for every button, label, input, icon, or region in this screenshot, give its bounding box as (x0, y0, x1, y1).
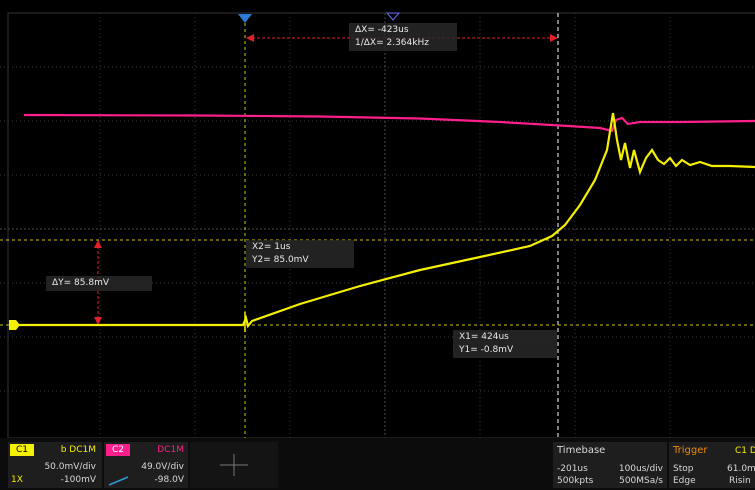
delta-x-frequency: 1/ΔX= 2.364kHz (355, 38, 429, 48)
channel2-offset: -98.0V (154, 475, 184, 485)
trigger-panel[interactable]: Trigger C1 D Stop 61.0m Edge Risin (669, 442, 755, 488)
x1-readout: X1= 424us Y1= -0.8mV (453, 330, 557, 358)
timebase-title: Timebase (557, 445, 606, 456)
delta-x-readout: ΔX= -423us 1/ΔX= 2.364kHz (349, 23, 457, 51)
timebase-memory: 500kpts (557, 476, 594, 486)
status-bar: C1 b DC1M 50.0mV/div 1X -100mV C2 DC1M 4… (0, 438, 755, 490)
trigger-title: Trigger (673, 445, 708, 456)
timebase-center-marker[interactable] (385, 12, 401, 21)
delta-y-value: ΔY= 85.8mV (52, 278, 110, 288)
add-channel-icon (220, 454, 248, 476)
x2-readout: X2= 1us Y2= 85.0mV (246, 240, 354, 268)
channel1-waveform (12, 112, 755, 329)
channel1-coupling: b DC1M (60, 445, 96, 455)
channel1-scale: 50.0mV/div (44, 462, 96, 472)
timebase-scale: 100us/div (618, 464, 663, 474)
grid-border (7, 12, 755, 438)
channel1-probe: 1X (11, 475, 23, 485)
channel2-coupling: DC1M (157, 445, 184, 455)
delta-y-readout: ΔY= 85.8mV (46, 276, 152, 291)
x1-value: X1= 424us (459, 332, 509, 342)
timebase-delay: -201us (557, 464, 588, 474)
trigger-state: Stop (673, 464, 694, 474)
timebase-sample-rate: 500MSa/s (619, 476, 663, 486)
trigger-level: 61.0m (727, 464, 755, 474)
channel1-tag[interactable]: C1 (10, 444, 34, 456)
channel2-tag[interactable]: C2 (106, 444, 130, 456)
timebase-panel[interactable]: Timebase -201us 100us/div 500kpts 500MSa… (553, 442, 667, 488)
trigger-slope: Risin (729, 476, 751, 486)
delta-x-value: ΔX= -423us (355, 25, 409, 35)
channel2-panel[interactable]: C2 DC1M 49.0V/div -98.0V (104, 442, 188, 488)
grid-center-lines (0, 13, 755, 438)
trigger-source: C1 D (735, 446, 755, 456)
channel1-ground-marker[interactable] (9, 320, 20, 330)
grid-lines (0, 13, 755, 438)
channel1-offset: -100mV (60, 475, 96, 485)
trigger-type: Edge (673, 476, 696, 486)
channel2-scale: 49.0V/div (141, 462, 184, 472)
channel2-slope-icon (108, 476, 129, 486)
add-channel-slot[interactable] (190, 442, 278, 488)
channel2-waveform (23, 113, 755, 133)
y1-value: Y1= -0.8mV (459, 345, 514, 355)
trigger-position-marker[interactable] (238, 14, 252, 23)
channel1-panel[interactable]: C1 b DC1M 50.0mV/div 1X -100mV (8, 442, 102, 488)
waveform-display[interactable] (0, 0, 755, 438)
y2-value: Y2= 85.0mV (252, 255, 309, 265)
x2-value: X2= 1us (252, 242, 291, 252)
